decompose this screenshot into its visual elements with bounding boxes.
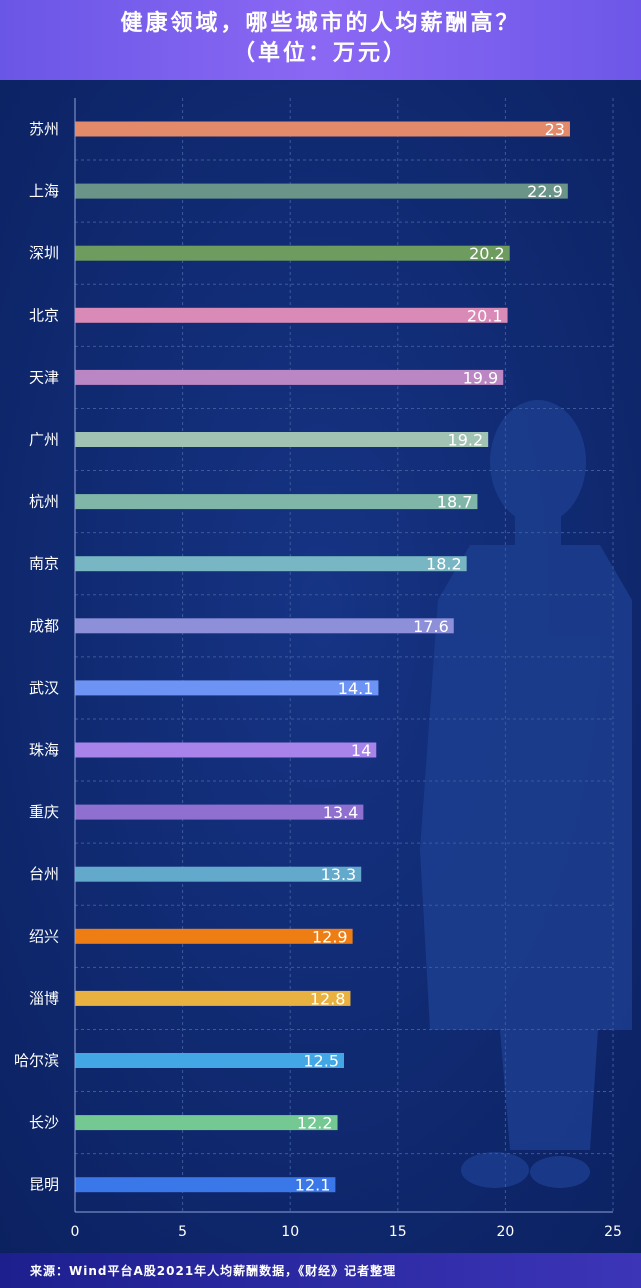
category-label: 广州 [29,431,59,449]
category-label: 哈尔滨 [14,1052,59,1070]
bar [75,183,568,199]
value-label: 12.2 [297,1114,333,1133]
value-label: 17.6 [413,617,449,636]
value-label: 12.1 [295,1176,331,1195]
value-label: 22.9 [527,182,563,201]
category-label: 成都 [29,617,59,635]
source-footer: 来源：Wind平台A股2021年人均薪酬数据，《财经》记者整理 [0,1253,641,1288]
bar [75,556,467,572]
bar [75,990,351,1006]
value-label: 12.8 [310,989,346,1008]
value-label: 12.9 [312,927,348,946]
bar [75,369,504,385]
bar [75,432,489,447]
bar [75,618,454,634]
chart-subtitle: （单位：万元） [232,41,408,66]
category-label: 台州 [29,865,59,883]
value-label: 20.2 [469,244,505,263]
x-tick-label: 10 [281,1224,299,1240]
value-label: 12.5 [303,1052,339,1071]
x-tick-label: 15 [389,1224,407,1240]
source-note: 来源：Wind平台A股2021年人均薪酬数据，《财经》记者整理 [30,1264,397,1278]
category-label: 珠海 [29,741,59,759]
category-label: 长沙 [29,1114,59,1132]
category-label: 淄博 [29,989,59,1007]
bar [75,742,377,758]
bar [75,866,362,882]
bar [75,804,364,820]
value-label: 23 [545,120,565,139]
x-tick-label: 0 [71,1224,80,1240]
bar [75,1115,338,1131]
x-tick-label: 5 [178,1224,187,1240]
value-label: 19.9 [463,368,499,387]
x-tick-label: 25 [604,1224,622,1240]
category-label: 杭州 [29,493,59,511]
title-banner: 健康领域，哪些城市的人均薪酬高？ （单位：万元） [0,0,641,80]
category-label: 昆明 [29,1176,59,1194]
axes: 0 5 10 15 20 25 苏州上海深圳北京天津广州杭州南京成都武汉珠海重庆台州绍兴淄博… [14,98,622,1240]
bar [75,121,570,137]
value-label: 13.3 [321,865,357,884]
value-label: 18.7 [437,493,473,512]
x-tick-label: 20 [496,1224,514,1240]
bar-chart: 23 22.9 20.2 20.1 19.9 19.2 18.7 18.2 17.6 14.1 14… [0,80,641,1253]
bar [75,928,353,944]
category-label: 绍兴 [29,927,59,945]
category-label: 重庆 [29,803,59,821]
bars: 23 22.9 20.2 20.1 19.9 19.2 18.7 18.2 17.6 14.1 14… [75,120,570,1195]
silhouette-figure [420,400,632,1188]
bar [75,680,379,696]
value-label: 18.2 [426,555,462,574]
value-label: 20.1 [467,306,503,325]
category-label: 深圳 [29,244,59,262]
category-label: 南京 [29,555,59,573]
bar [75,1177,336,1193]
category-label: 北京 [29,306,59,324]
category-label: 武汉 [29,679,59,697]
value-label: 14 [351,741,371,760]
bar [75,494,478,510]
category-label: 苏州 [29,120,59,138]
bar [75,245,510,261]
category-label: 上海 [29,182,59,200]
chart-title: 健康领域，哪些城市的人均薪酬高？ [120,11,521,36]
category-label: 天津 [29,368,59,386]
bar [75,307,508,323]
value-label: 19.2 [448,431,484,450]
bar [75,1053,344,1068]
value-label: 13.4 [323,803,359,822]
value-label: 14.1 [338,679,374,698]
